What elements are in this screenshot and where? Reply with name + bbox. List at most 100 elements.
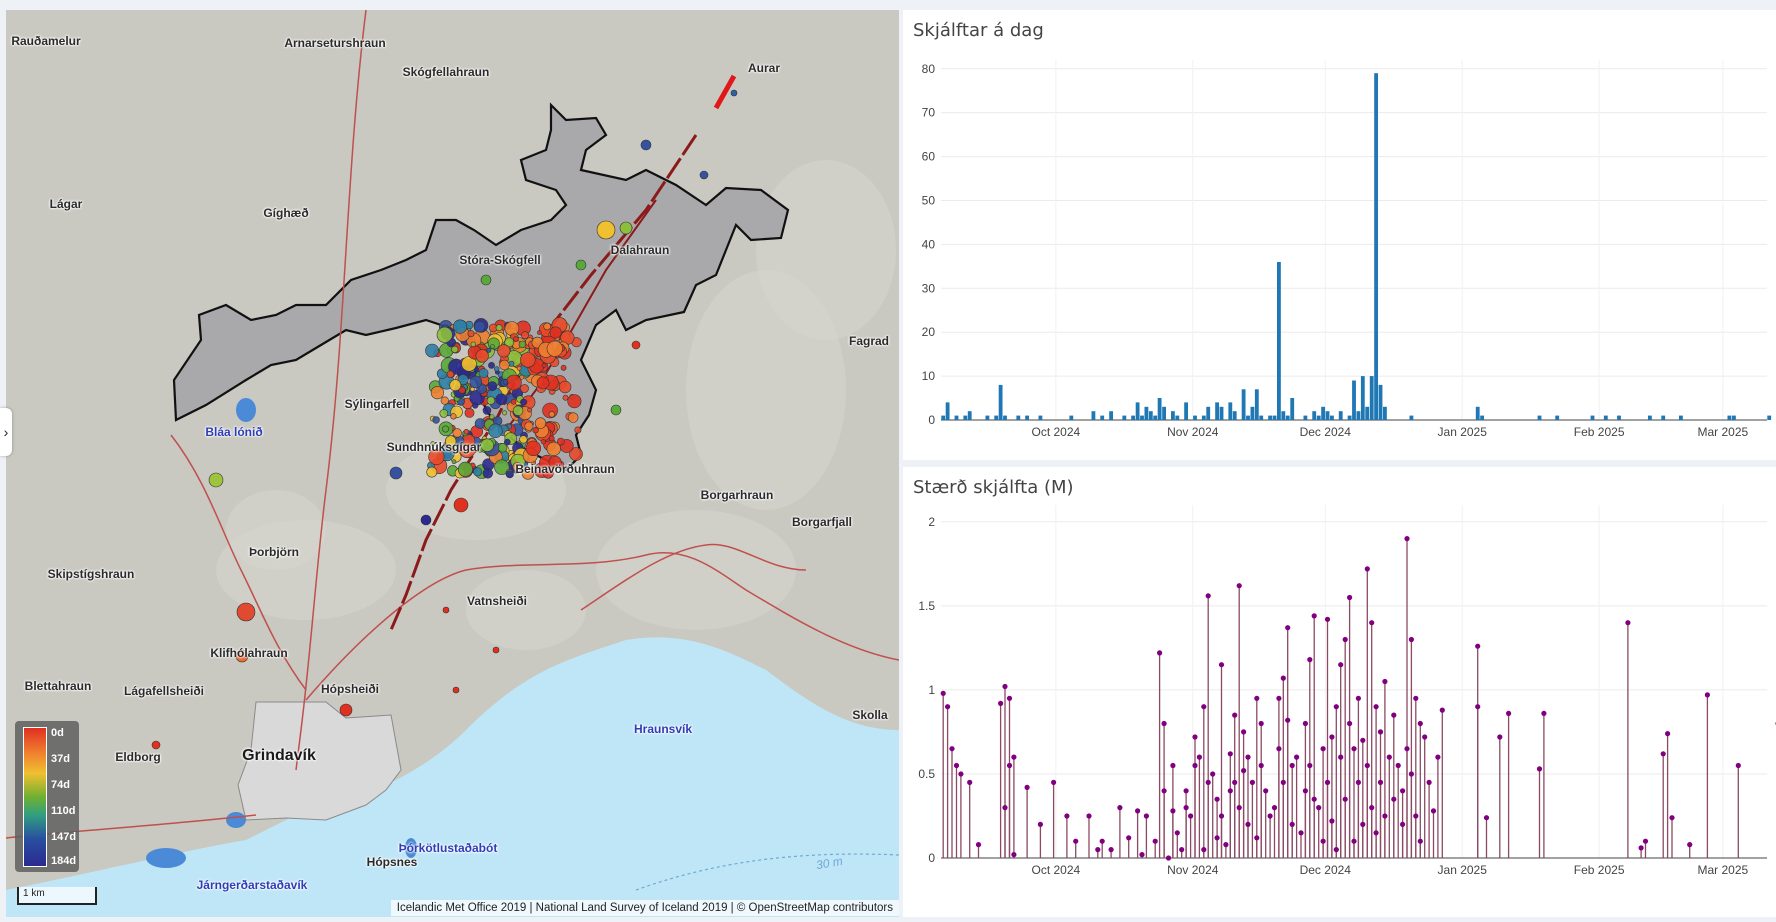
bar[interactable] — [1232, 411, 1237, 420]
earthquake-marker[interactable] — [442, 606, 450, 614]
earthquake-marker[interactable] — [467, 330, 475, 338]
earthquake-marker[interactable] — [542, 467, 554, 479]
earthquake-marker[interactable] — [446, 370, 455, 378]
magnitude-point[interactable] — [1435, 754, 1441, 760]
bar[interactable] — [985, 415, 990, 420]
earthquake-marker[interactable] — [488, 361, 495, 369]
magnitude-point[interactable] — [1170, 762, 1176, 769]
earthquake-marker[interactable] — [518, 340, 527, 349]
bar[interactable] — [1241, 389, 1246, 420]
bar[interactable] — [1135, 402, 1140, 420]
magnitude-point[interactable] — [1086, 813, 1092, 819]
earthquake-marker[interactable] — [451, 459, 457, 465]
bar[interactable] — [1475, 406, 1480, 420]
magnitude-point[interactable] — [1669, 815, 1675, 821]
bar[interactable] — [1162, 406, 1167, 420]
earthquake-marker[interactable] — [541, 363, 547, 368]
magnitude-point[interactable] — [1364, 566, 1370, 572]
magnitude-point[interactable] — [1002, 805, 1008, 811]
earthquake-marker[interactable] — [428, 448, 445, 466]
earthquake-marker[interactable] — [486, 347, 492, 353]
earthquake-marker[interactable] — [562, 394, 569, 401]
magnitude-point[interactable] — [1497, 734, 1503, 740]
magnitude-point[interactable] — [1333, 704, 1339, 710]
magnitude-point[interactable] — [1280, 675, 1286, 681]
earthquake-marker[interactable] — [452, 686, 460, 694]
earthquake-marker[interactable] — [236, 602, 256, 622]
earthquake-marker[interactable] — [520, 384, 529, 393]
magnitude-point[interactable] — [1241, 768, 1247, 774]
magnitude-point[interactable] — [1324, 779, 1331, 785]
magnitude-point[interactable] — [1294, 754, 1300, 760]
earthquake-marker[interactable] — [489, 414, 495, 420]
bar[interactable] — [1272, 415, 1277, 420]
magnitude-point[interactable] — [1073, 838, 1079, 844]
magnitude-point[interactable] — [940, 690, 946, 696]
earthquake-marker[interactable] — [512, 462, 522, 472]
earthquake-marker[interactable] — [445, 435, 457, 447]
bar[interactable] — [1201, 415, 1206, 420]
map-canvas[interactable] — [6, 10, 899, 917]
magnitude-point[interactable] — [1404, 746, 1410, 752]
magnitude-point[interactable] — [975, 842, 982, 848]
bar[interactable] — [1383, 406, 1387, 420]
earthquake-marker[interactable] — [463, 428, 470, 435]
bar[interactable] — [1206, 406, 1211, 420]
magnitude-point[interactable] — [1408, 771, 1414, 777]
earthquake-marker[interactable] — [436, 326, 453, 343]
earthquake-map[interactable]: Rauðamelur Arnarseturshraun Skógfellahraun… — [6, 10, 899, 917]
bar[interactable] — [1003, 415, 1007, 420]
earthquake-marker[interactable] — [521, 467, 535, 480]
magnitude-point[interactable] — [1536, 766, 1543, 772]
earthquake-marker[interactable] — [440, 396, 449, 405]
earthquake-marker[interactable] — [631, 340, 641, 350]
magnitude-point[interactable] — [1143, 813, 1149, 819]
earthquake-marker[interactable] — [480, 274, 492, 286]
magnitude-point[interactable] — [953, 762, 960, 769]
magnitude-point[interactable] — [1196, 754, 1202, 760]
magnitude-point[interactable] — [1232, 779, 1238, 785]
magnitude-point[interactable] — [1413, 813, 1419, 819]
magnitude-point[interactable] — [1642, 838, 1649, 844]
bar[interactable] — [1091, 411, 1096, 420]
magnitude-point[interactable] — [1475, 704, 1481, 710]
earthquake-marker[interactable] — [457, 461, 473, 477]
earthquake-marker[interactable] — [495, 393, 508, 406]
magnitude-point[interactable] — [1135, 808, 1141, 814]
magnitude-point[interactable] — [1342, 796, 1348, 802]
earthquake-marker[interactable] — [453, 497, 469, 513]
earthquake-marker[interactable] — [473, 467, 483, 477]
earthquake-marker[interactable] — [430, 441, 436, 447]
earthquake-marker[interactable] — [548, 411, 555, 418]
earthquake-marker[interactable] — [543, 322, 552, 331]
bar[interactable] — [1285, 415, 1290, 420]
earthquake-marker[interactable] — [574, 426, 582, 434]
magnitude-point[interactable] — [945, 704, 951, 710]
bar[interactable] — [1277, 262, 1281, 420]
earthquake-marker[interactable] — [640, 139, 652, 151]
earthquake-marker[interactable] — [458, 386, 466, 394]
earthquake-marker[interactable] — [426, 466, 438, 478]
earthquake-marker[interactable] — [520, 352, 536, 368]
earthquake-marker[interactable] — [548, 455, 562, 469]
magnitude-point[interactable] — [1205, 593, 1211, 599]
magnitude-point[interactable] — [1382, 678, 1388, 685]
bar[interactable] — [1360, 376, 1365, 420]
magnitude-point[interactable] — [1126, 835, 1132, 841]
bar[interactable] — [1157, 398, 1162, 420]
earthquake-marker[interactable] — [505, 470, 514, 479]
earthquake-marker[interactable] — [498, 443, 508, 453]
daily-count-plot[interactable]: 0 10 20 30 40 50 60 70 80 Oct 2024 Nov 2024 Dec 202… — [903, 10, 1776, 460]
bar[interactable] — [1069, 415, 1074, 420]
magnitude-point[interactable] — [1210, 771, 1216, 777]
earthquake-marker[interactable] — [494, 459, 510, 475]
magnitude-point[interactable] — [949, 746, 955, 752]
magnitude-point[interactable] — [1329, 734, 1335, 740]
bar[interactable] — [1590, 415, 1595, 420]
magnitude-point[interactable] — [1439, 707, 1445, 713]
bar[interactable] — [1259, 415, 1264, 420]
magnitude-point[interactable] — [1338, 754, 1344, 760]
earthquake-marker[interactable] — [208, 472, 224, 488]
magnitude-point[interactable] — [1201, 704, 1207, 710]
earthquake-marker[interactable] — [512, 405, 524, 416]
